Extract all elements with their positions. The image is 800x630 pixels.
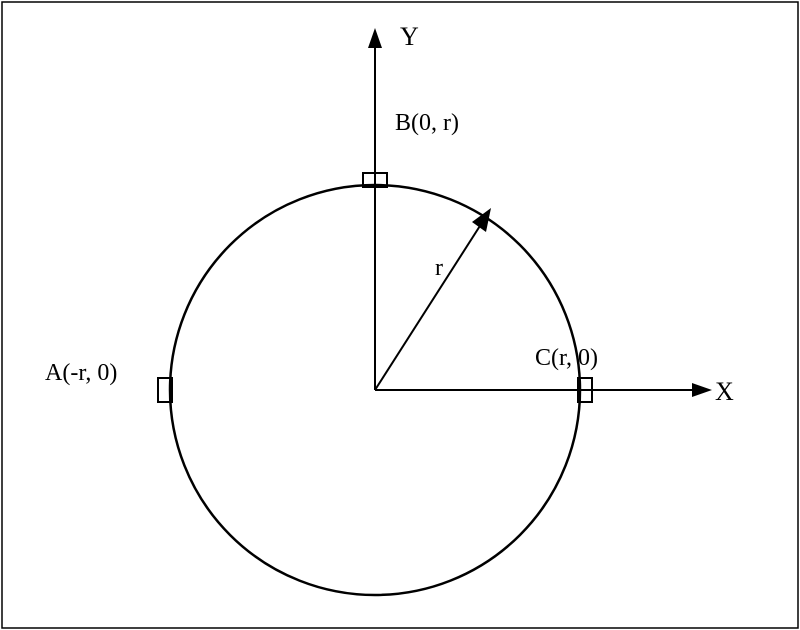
- y-axis-label: Y: [400, 22, 419, 51]
- y-axis-arrowhead: [368, 28, 382, 48]
- point-c-label: C(r, 0): [535, 345, 598, 371]
- point-a-label: A(-r, 0): [45, 360, 117, 386]
- radius-label: r: [435, 255, 443, 281]
- x-axis-arrowhead: [692, 383, 712, 397]
- radius-line: [375, 218, 485, 390]
- coordinate-diagram: Y X B(0, r) A(-r, 0) C(r, 0) r: [0, 0, 800, 630]
- point-b-label: B(0, r): [395, 110, 459, 136]
- x-axis-label: X: [715, 377, 734, 406]
- diagram-border: [2, 2, 798, 628]
